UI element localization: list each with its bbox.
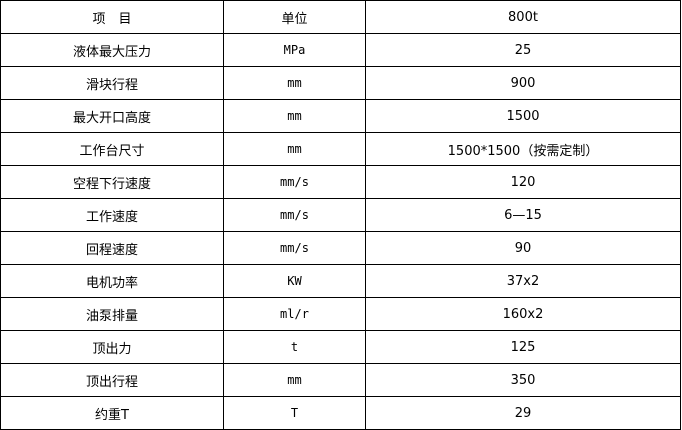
unit-cell: T bbox=[223, 396, 366, 430]
table-row: 电机功率 KW 37x2 bbox=[0, 264, 681, 298]
value-cell: 120 bbox=[365, 165, 681, 199]
table-row: 油泵排量 ml/r 160x2 bbox=[0, 297, 681, 331]
unit-cell: t bbox=[223, 330, 366, 364]
value-cell: 25 bbox=[365, 33, 681, 67]
item-cell: 电机功率 bbox=[0, 264, 224, 298]
table-row: 最大开口高度 mm 1500 bbox=[0, 99, 681, 133]
item-cell: 项 目 bbox=[0, 0, 224, 34]
table-row: 顶出行程 mm 350 bbox=[0, 363, 681, 397]
unit-cell: MPa bbox=[223, 33, 366, 67]
table-row: 滑块行程 mm 900 bbox=[0, 66, 681, 100]
unit-cell: mm/s bbox=[223, 165, 366, 199]
item-cell: 最大开口高度 bbox=[0, 99, 224, 133]
value-cell: 90 bbox=[365, 231, 681, 265]
value-cell: 29 bbox=[365, 396, 681, 430]
item-cell: 空程下行速度 bbox=[0, 165, 224, 199]
unit-cell: 单位 bbox=[223, 0, 366, 34]
item-cell: 工作台尺寸 bbox=[0, 132, 224, 166]
value-cell: 1500 bbox=[365, 99, 681, 133]
item-cell: 顶出力 bbox=[0, 330, 224, 364]
unit-cell: mm/s bbox=[223, 198, 366, 232]
value-cell: 6—15 bbox=[365, 198, 681, 232]
item-cell: 滑块行程 bbox=[0, 66, 224, 100]
table-row: 空程下行速度 mm/s 120 bbox=[0, 165, 681, 199]
unit-cell: mm bbox=[223, 132, 366, 166]
value-cell: 37x2 bbox=[365, 264, 681, 298]
unit-cell: ml/r bbox=[223, 297, 366, 331]
item-cell: 液体最大压力 bbox=[0, 33, 224, 67]
table-row: 顶出力 t 125 bbox=[0, 330, 681, 364]
table-row: 约重T T 29 bbox=[0, 396, 681, 430]
item-cell: 工作速度 bbox=[0, 198, 224, 232]
header-row: 项 目单位 800t bbox=[0, 0, 681, 34]
item-cell: 顶出行程 bbox=[0, 363, 224, 397]
item-cell: 回程速度 bbox=[0, 231, 224, 265]
table-row: 工作台尺寸 mm 1500*1500（按需定制） bbox=[0, 132, 681, 166]
table-row: 液体最大压力 MPa 25 bbox=[0, 33, 681, 67]
value-cell: 125 bbox=[365, 330, 681, 364]
value-cell: 1500*1500（按需定制） bbox=[365, 132, 681, 166]
value-cell: 350 bbox=[365, 363, 681, 397]
value-cell: 900 bbox=[365, 66, 681, 100]
item-cell: 约重T bbox=[0, 396, 224, 430]
unit-cell: mm bbox=[223, 66, 366, 100]
item-cell: 油泵排量 bbox=[0, 297, 224, 331]
unit-cell: mm bbox=[223, 363, 366, 397]
table-row: 回程速度 mm/s 90 bbox=[0, 231, 681, 265]
unit-cell: mm/s bbox=[223, 231, 366, 265]
unit-cell: KW bbox=[223, 264, 366, 298]
value-cell: 160x2 bbox=[365, 297, 681, 331]
unit-cell: mm bbox=[223, 99, 366, 133]
table-row: 工作速度 mm/s 6—15 bbox=[0, 198, 681, 232]
value-cell: 800t bbox=[365, 0, 681, 34]
